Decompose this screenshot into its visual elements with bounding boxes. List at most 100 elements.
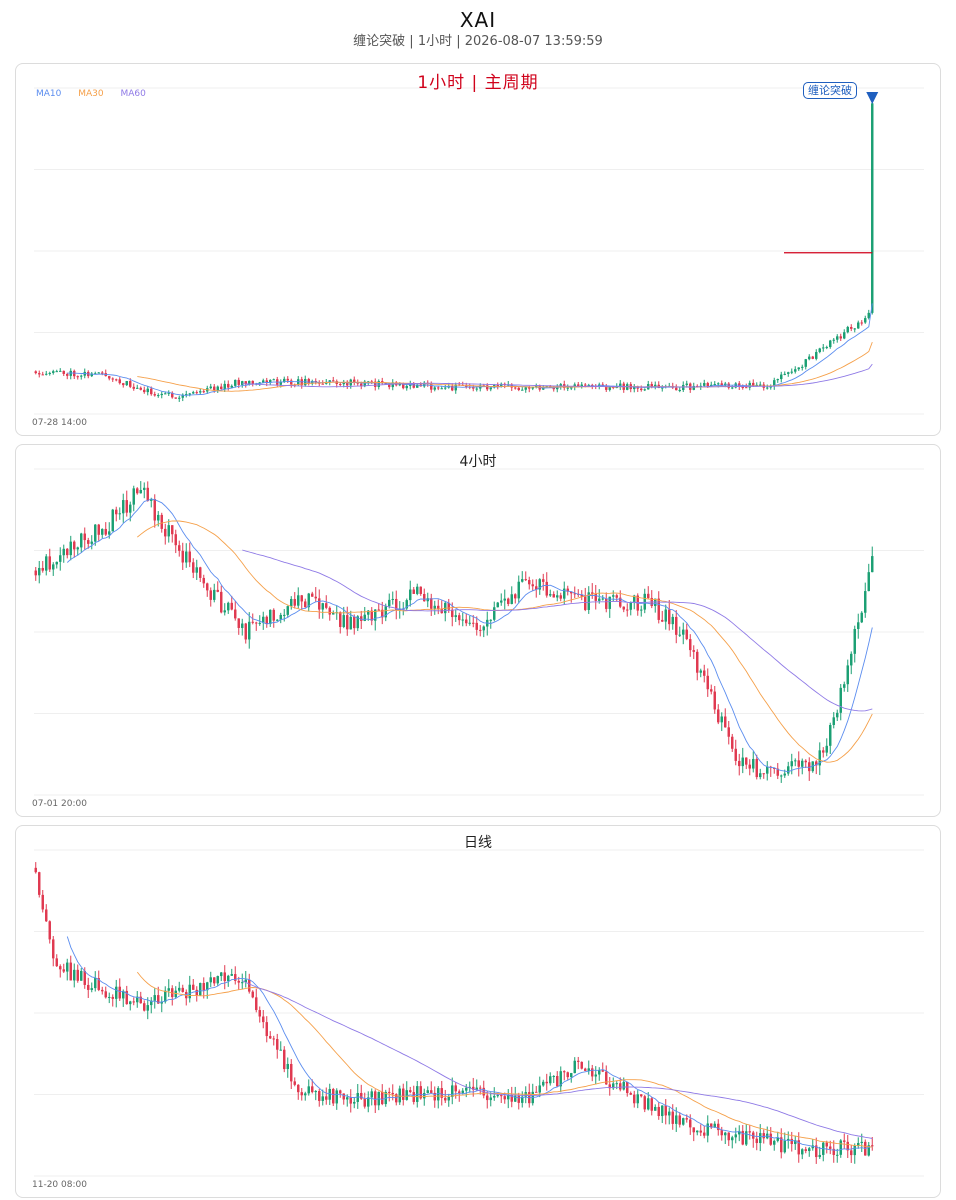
- candle-body: [706, 383, 709, 387]
- candle-body: [615, 595, 618, 598]
- candle: [598, 1067, 601, 1081]
- candle-body: [822, 750, 825, 753]
- candle: [395, 1093, 398, 1106]
- candle-body: [703, 1132, 706, 1136]
- candle-body: [188, 984, 191, 999]
- candle: [132, 485, 135, 512]
- candle: [66, 548, 69, 559]
- candle: [41, 561, 44, 573]
- candle: [699, 1124, 702, 1137]
- candle-body: [769, 1133, 772, 1145]
- candle: [524, 1086, 527, 1104]
- candle: [73, 369, 76, 379]
- candle-body: [230, 602, 233, 610]
- candle-body: [535, 1091, 538, 1093]
- candle: [181, 542, 184, 570]
- candle-body: [160, 1001, 163, 1004]
- candle-body: [514, 1095, 517, 1102]
- candle: [636, 1090, 639, 1109]
- candle: [227, 601, 230, 614]
- candle: [160, 391, 163, 399]
- candle-body: [195, 392, 198, 394]
- candle-body: [664, 609, 667, 622]
- candle-body: [115, 379, 118, 381]
- candle: [703, 1126, 706, 1139]
- candle-body: [111, 996, 114, 999]
- candle-body: [696, 1130, 699, 1133]
- candle: [62, 370, 65, 377]
- candle-body: [633, 1094, 636, 1104]
- candle-body: [178, 545, 181, 551]
- candle: [731, 733, 734, 752]
- candle: [794, 366, 797, 374]
- candle: [220, 972, 223, 982]
- candle-body: [66, 548, 69, 556]
- candle-body: [496, 1095, 499, 1097]
- candle-body: [342, 381, 345, 385]
- candle-body: [734, 748, 737, 761]
- x-start-label: 07-01 20:00: [32, 799, 87, 806]
- candle-body: [475, 622, 478, 630]
- candle-body: [748, 764, 751, 769]
- candle: [503, 382, 506, 389]
- candle-body: [633, 595, 636, 603]
- candle-body: [311, 381, 314, 384]
- candle: [353, 1097, 356, 1109]
- candle: [549, 1072, 552, 1086]
- candle: [594, 584, 597, 610]
- candle-body: [122, 990, 125, 999]
- candle: [517, 387, 520, 392]
- candle: [829, 1140, 832, 1155]
- candle: [710, 684, 713, 695]
- candle-body: [783, 1140, 786, 1153]
- candle-body: [825, 745, 828, 753]
- candle-body: [188, 393, 191, 395]
- candle: [650, 1096, 653, 1116]
- candle: [258, 615, 261, 626]
- candle: [804, 1146, 807, 1154]
- candle: [192, 978, 195, 991]
- candle: [832, 712, 835, 729]
- panel-4h-title: 4小时: [459, 454, 497, 470]
- candle-body: [139, 489, 142, 494]
- candle-body: [832, 717, 835, 726]
- candle-body: [867, 572, 870, 592]
- candle-body: [374, 1091, 377, 1106]
- candle-body: [241, 982, 244, 984]
- candle: [727, 1132, 730, 1146]
- candle-body: [181, 394, 184, 398]
- candle-body: [202, 577, 205, 584]
- candle-body: [493, 607, 496, 620]
- candle-body: [731, 387, 734, 389]
- candle-body: [272, 1038, 275, 1040]
- candle: [699, 668, 702, 678]
- candle-body: [517, 581, 520, 599]
- candle-body: [251, 991, 254, 998]
- candle: [514, 1086, 517, 1103]
- ma60-line: [242, 363, 873, 388]
- candle-body: [706, 675, 709, 690]
- candle: [108, 375, 111, 381]
- candle: [251, 990, 254, 999]
- candle: [468, 1081, 471, 1093]
- candle: [811, 761, 814, 773]
- candle-body: [500, 1095, 503, 1097]
- candle-body: [423, 1092, 426, 1099]
- candle-body: [321, 383, 324, 385]
- candle-body: [580, 384, 583, 387]
- candle: [864, 315, 867, 324]
- candle-body: [517, 387, 520, 391]
- candle: [853, 327, 856, 333]
- candle-body: [283, 614, 286, 616]
- candle: [304, 598, 307, 608]
- candle-body: [34, 371, 37, 374]
- candle-body: [465, 1087, 468, 1091]
- candle: [136, 991, 139, 1008]
- candle-body: [167, 988, 170, 991]
- candle-body: [164, 528, 167, 537]
- candle: [808, 1146, 811, 1157]
- candle-body: [738, 760, 741, 767]
- candle: [664, 1099, 667, 1125]
- candle-body: [146, 1005, 149, 1011]
- candle-body: [370, 610, 373, 621]
